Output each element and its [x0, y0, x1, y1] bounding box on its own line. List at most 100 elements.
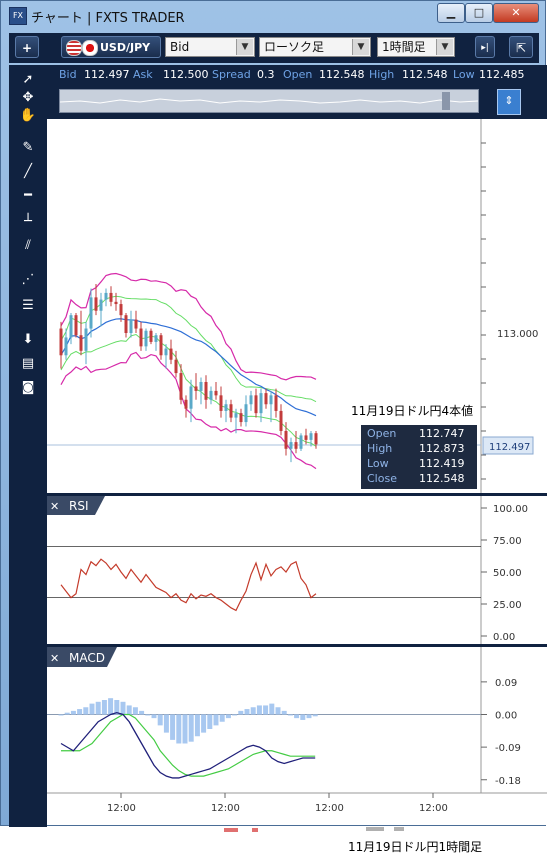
macd-histogram-bar [207, 714, 213, 729]
macd-histogram-bar [275, 707, 281, 715]
candle-body [174, 359, 178, 374]
high-label: High [369, 68, 395, 81]
detach-button[interactable]: ⇱ [509, 36, 533, 58]
title-bar[interactable]: FX チャート | FXTS TRADER ▁ □ ✕ [1, 1, 545, 29]
chevron-down-icon: ▼ [236, 39, 253, 55]
close-button[interactable]: ✕ [493, 3, 539, 23]
macd-series [47, 698, 481, 779]
candle-body [134, 319, 138, 329]
rsi-title: RSI [69, 499, 89, 513]
candle-body [124, 315, 128, 333]
spread-value: 0.3 [257, 68, 275, 81]
candle-body [314, 433, 318, 445]
horizontal-line-icon[interactable]: ━ [24, 188, 32, 203]
candle-body [289, 442, 293, 449]
macd-histogram-bar [182, 714, 188, 744]
pencil-icon[interactable]: ✎ [22, 140, 34, 155]
macd-histogram-bar [120, 701, 126, 715]
down-arrow-icon[interactable]: ⬇ [22, 332, 34, 347]
add-chart-button[interactable]: + [15, 36, 39, 58]
window-title: チャート | FXTS TRADER [31, 11, 185, 26]
rsi-axis-ticks: 100.00 75.00 50.00 25.00 0.00 [481, 504, 528, 643]
macd-histogram-bar [108, 698, 114, 715]
candle-body [119, 304, 123, 316]
fibonacci-fan-icon[interactable]: ⋰ [21, 272, 35, 287]
navigator-sparkline [59, 92, 479, 110]
price-type-value: Bid [170, 40, 190, 54]
time-axis [47, 793, 547, 825]
macd-histogram-bar [101, 700, 107, 715]
candle-body [169, 348, 173, 360]
ohlc-high-value: 112.873 [419, 442, 465, 455]
bid-label: Bid [59, 68, 77, 81]
hand-icon[interactable]: ✋ [19, 108, 37, 123]
macd-panel[interactable] [47, 647, 481, 793]
us-flag-icon [66, 40, 82, 56]
rsi-axis [481, 496, 547, 644]
candle-body [279, 410, 283, 431]
macd-histogram-bar [163, 714, 169, 733]
navigator-bar: ⇕ [47, 85, 547, 119]
macd-histogram-bar [294, 714, 300, 719]
macd-histogram-bar [95, 701, 101, 715]
candle-body [244, 404, 248, 423]
ohlc-close-value: 112.548 [419, 472, 465, 485]
macd-tick-label: 0.00 [495, 711, 517, 722]
navigator-handle[interactable] [442, 92, 450, 110]
trend-line-icon[interactable]: ╱ [24, 164, 32, 179]
macd-histogram-bar [306, 714, 312, 719]
cursor-arrow-icon[interactable]: ➚ [22, 72, 34, 87]
candle-body [294, 442, 298, 449]
navigator-strip[interactable] [59, 89, 479, 113]
ohlc-open-label: Open [367, 427, 396, 440]
macd-histogram-bar [225, 714, 231, 719]
timeframe-value: 1時間足 [382, 40, 426, 54]
candle-body [259, 393, 263, 414]
macd-histogram-bar [250, 707, 256, 715]
chart-type-value: ローソク足 [264, 40, 325, 54]
ohlc-close-label: Close [367, 472, 397, 485]
rsi-close-icon[interactable]: ✕ [50, 500, 59, 513]
macd-histogram-bar [232, 714, 238, 716]
spread-label: Spread [212, 68, 251, 81]
time-axis-label: 12:00 [107, 803, 136, 814]
chart-canvas[interactable]: 113.000 112.497 11月19日ドル円4本値 Open 112.74… [47, 119, 547, 825]
candle-body [114, 301, 118, 305]
candle-body [139, 328, 143, 347]
ask-label: Ask [133, 68, 153, 81]
macd-histogram-bar [170, 714, 176, 740]
macd-close-icon[interactable]: ✕ [50, 652, 59, 665]
crosshair-icon[interactable]: ✥ [22, 90, 34, 105]
minimize-button[interactable]: ▁ [437, 3, 465, 23]
symbol-button[interactable]: USD/JPY [61, 36, 161, 58]
macd-histogram-bar [219, 714, 225, 722]
macd-histogram-bar [244, 709, 250, 715]
vertical-line-icon[interactable]: ┴ [24, 214, 32, 229]
camera-icon[interactable]: ◙ [21, 380, 35, 395]
candlestick-series [59, 284, 318, 463]
drawing-toolbar: ➚ ✥ ✋ ✎ ╱ ━ ┴ ⫽ ⋰ ☰ ⬇ ▤ ◙ [9, 65, 47, 827]
expand-icon: ⇕ [504, 94, 514, 107]
list-icon[interactable]: ▤ [21, 356, 35, 371]
rsi-tick-label: 50.00 [493, 568, 522, 579]
fibonacci-retracement-icon[interactable]: ☰ [22, 298, 34, 313]
macd-histogram-bar [281, 710, 287, 715]
figure-caption: 11月19日ドル円1時間足 [348, 840, 483, 854]
maximize-button[interactable]: □ [465, 3, 493, 23]
candle-body [309, 433, 313, 440]
price-type-select[interactable]: Bid ▼ [165, 37, 255, 57]
candle-body [99, 299, 103, 311]
candle-body [234, 413, 238, 418]
chart-area[interactable]: 113.000 112.497 11月19日ドル円4本値 Open 112.74… [47, 119, 547, 825]
candle-body [84, 328, 88, 351]
candle-body [249, 395, 253, 405]
chart-type-select[interactable]: ローソク足 ▼ [259, 37, 371, 57]
parallel-channel-icon[interactable]: ⫽ [25, 238, 31, 253]
macd-histogram-bar [263, 705, 269, 715]
app-icon: FX [9, 7, 27, 25]
scroll-end-button[interactable]: ▸| [475, 36, 495, 58]
time-axis-label: 12:00 [315, 803, 344, 814]
navigator-zoom-button[interactable]: ⇕ [497, 89, 521, 115]
candle-body [284, 430, 288, 449]
timeframe-select[interactable]: 1時間足 ▼ [377, 37, 455, 57]
